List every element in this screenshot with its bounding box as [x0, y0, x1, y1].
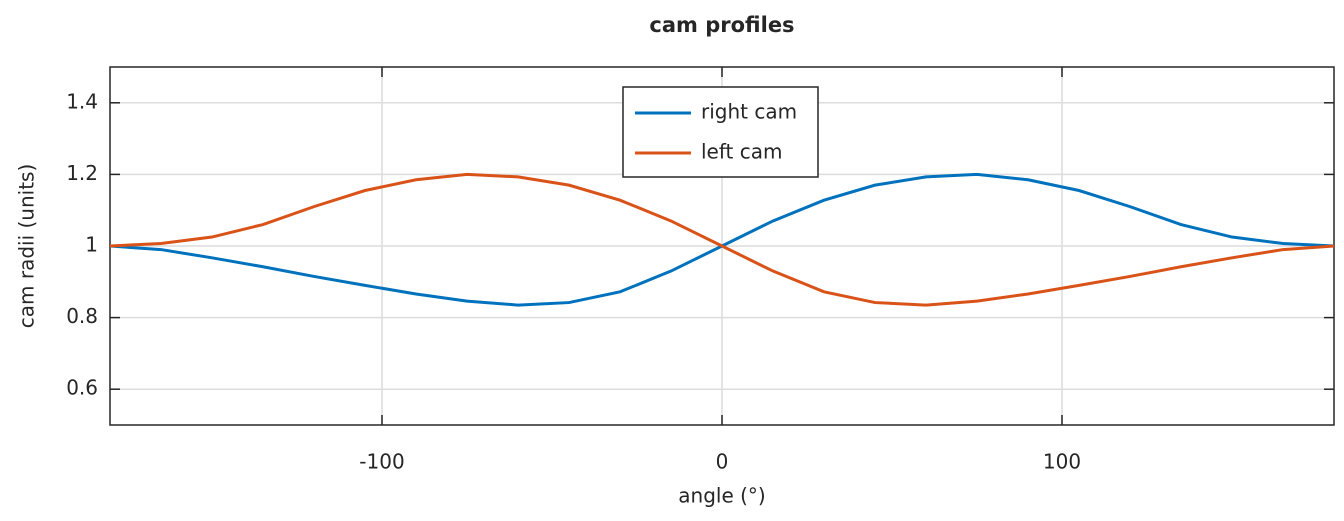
chart-title: cam profiles [649, 13, 794, 37]
y-tick-label: 0.8 [66, 304, 98, 328]
y-tick-label: 1 [85, 233, 98, 257]
x-tick-label: -100 [359, 450, 404, 474]
y-tick-label: 0.6 [66, 376, 98, 400]
legend-label: left cam [701, 140, 782, 164]
y-tick-label: 1.4 [66, 89, 98, 113]
legend-box [622, 86, 819, 178]
x-tick-label: 100 [1043, 450, 1081, 474]
y-axis-label: cam radii (units) [15, 164, 39, 329]
x-axis-label: angle (°) [678, 484, 765, 508]
legend-label: right cam [701, 100, 797, 124]
x-tick-label: 0 [716, 450, 729, 474]
line-series [109, 172, 1335, 307]
y-tick-label: 1.2 [66, 161, 98, 185]
